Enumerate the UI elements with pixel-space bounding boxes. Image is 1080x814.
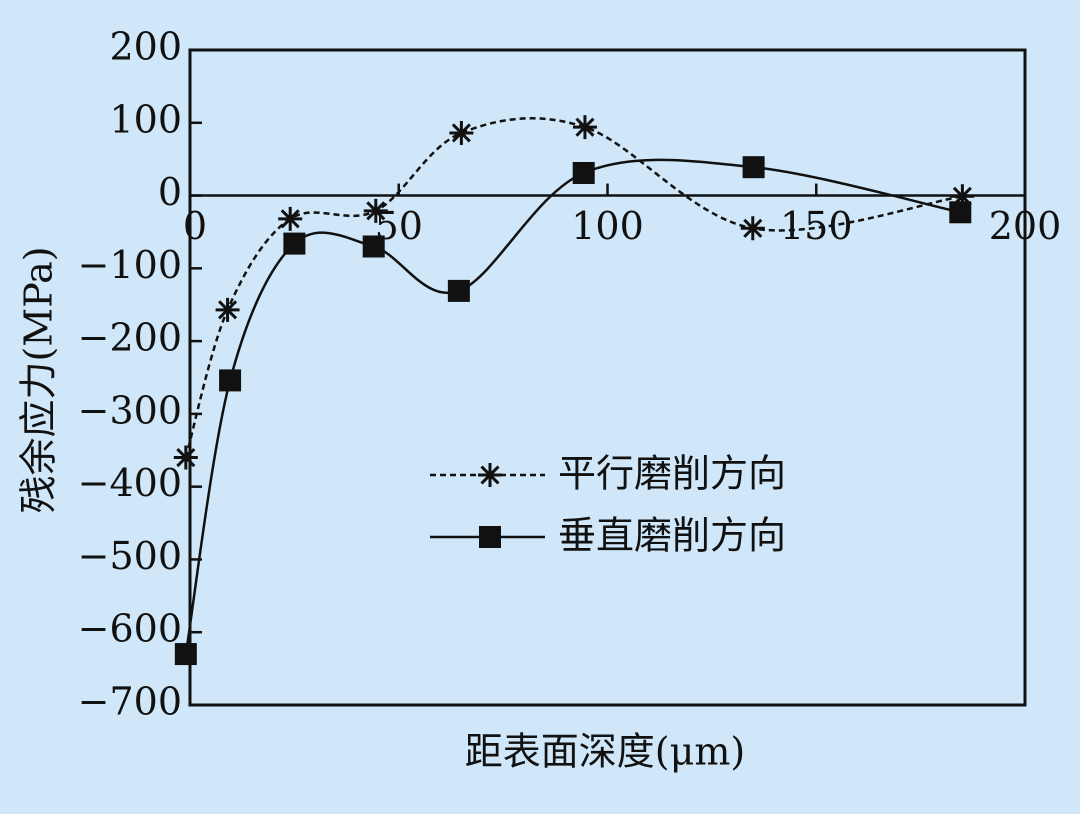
y-tick-label: −200 xyxy=(78,316,182,360)
marker xyxy=(740,216,765,241)
x-tick-label: 200 xyxy=(989,204,1062,248)
y-axis-label: 残余应力(MPa) xyxy=(17,246,61,513)
x-axis-label: 距表面深度(μm) xyxy=(465,730,745,774)
marker xyxy=(173,445,198,470)
marker xyxy=(449,120,474,145)
y-tick-label: −400 xyxy=(78,461,182,505)
plot-frame xyxy=(188,48,1027,707)
marker xyxy=(572,161,595,184)
legend-label: 平行磨削方向 xyxy=(558,452,786,496)
marker xyxy=(215,297,240,322)
marker xyxy=(278,206,303,231)
y-tick-label: −100 xyxy=(78,243,182,287)
x-tick-label: 150 xyxy=(780,204,853,248)
marker xyxy=(283,232,306,255)
marker xyxy=(447,279,470,302)
y-tick-label: −300 xyxy=(78,388,182,432)
x-tick-label: 0 xyxy=(183,204,207,248)
legend-marker xyxy=(479,526,501,548)
marker xyxy=(363,198,388,223)
marker xyxy=(572,115,597,140)
y-tick-label: −500 xyxy=(78,534,182,578)
y-tick-label: 0 xyxy=(158,170,182,214)
y-tick-label: 200 xyxy=(109,25,182,69)
x-tick-label: 100 xyxy=(571,204,644,248)
marker xyxy=(362,235,385,258)
marker xyxy=(219,369,242,392)
marker xyxy=(950,184,975,209)
marker xyxy=(174,643,197,666)
y-tick-label: −700 xyxy=(78,680,182,724)
marker xyxy=(742,156,765,179)
legend-label: 垂直磨削方向 xyxy=(558,514,786,558)
y-tick-label: 100 xyxy=(109,97,182,141)
y-tick-label: −600 xyxy=(78,607,182,651)
marker xyxy=(949,201,972,224)
legend-marker xyxy=(478,463,502,487)
